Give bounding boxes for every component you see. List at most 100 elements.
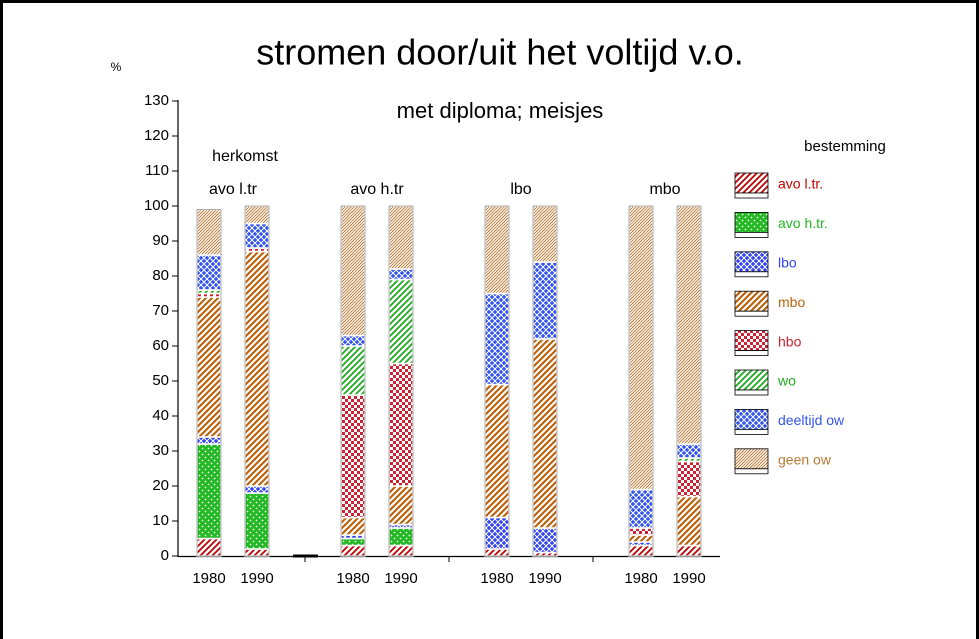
bar-segment bbox=[340, 394, 366, 519]
bar-segment bbox=[388, 268, 414, 281]
x-tick-label: 1990 bbox=[384, 570, 417, 587]
group-label: avo l.tr bbox=[209, 181, 258, 198]
legend-swatch-base bbox=[734, 468, 769, 475]
x-tick-label: 1980 bbox=[624, 570, 657, 587]
legend-swatch-base bbox=[734, 389, 769, 396]
legend-label: mbo bbox=[778, 294, 805, 310]
group-label: mbo bbox=[649, 181, 680, 198]
bar-segment bbox=[676, 460, 702, 498]
legend-title: bestemming bbox=[804, 138, 886, 155]
legend-swatch bbox=[734, 251, 769, 273]
bar-segment bbox=[244, 548, 270, 557]
bar-segment bbox=[628, 488, 654, 529]
bar-segment bbox=[196, 296, 222, 438]
legend-swatch-base bbox=[734, 192, 769, 199]
bar-segment bbox=[340, 516, 366, 536]
bar-segment bbox=[628, 527, 654, 536]
chart-title: stromen door/uit het voltijd v.o. bbox=[256, 32, 744, 73]
legend-swatch-base bbox=[734, 350, 769, 357]
subtitle: met diploma; meisjes bbox=[397, 98, 604, 123]
x-tick-label: 1990 bbox=[672, 570, 705, 587]
y-tick-label: 0 bbox=[161, 547, 169, 564]
legend-label: hbo bbox=[778, 333, 802, 349]
legend-swatch bbox=[734, 330, 769, 352]
legend-swatch bbox=[734, 408, 769, 430]
bar-outline bbox=[484, 205, 510, 557]
bar-segment bbox=[196, 443, 222, 540]
legend-label: lbo bbox=[778, 255, 797, 271]
bar-outline bbox=[196, 209, 222, 557]
y-tick-label: 10 bbox=[152, 512, 169, 529]
legend-swatch bbox=[734, 172, 769, 194]
bar-outline bbox=[676, 205, 702, 557]
legend-swatch bbox=[734, 369, 769, 391]
annotation: herkomst bbox=[212, 148, 278, 165]
x-tick-label: 1990 bbox=[528, 570, 561, 587]
y-tick-label: 120 bbox=[144, 127, 169, 144]
bar-segment bbox=[340, 544, 366, 557]
y-tick-label: 130 bbox=[144, 92, 169, 109]
bar-segment bbox=[676, 544, 702, 557]
legend-swatch-base bbox=[734, 310, 769, 317]
bar-segment bbox=[532, 527, 558, 554]
bar-segment bbox=[196, 254, 222, 291]
y-tick-label: 90 bbox=[152, 232, 169, 249]
x-tick-label: 1990 bbox=[240, 570, 273, 587]
bar-segment bbox=[244, 250, 270, 487]
bar-segment bbox=[484, 292, 510, 386]
bar-segment bbox=[388, 485, 414, 526]
bar-segment bbox=[628, 544, 654, 557]
legend-swatch bbox=[734, 211, 769, 233]
y-tick-label: 100 bbox=[144, 197, 169, 214]
bar-segment bbox=[340, 537, 366, 547]
x-tick-label: 1980 bbox=[480, 570, 513, 587]
bar-outline bbox=[244, 205, 270, 557]
bar-segment bbox=[484, 516, 510, 550]
x-tick-label: 1980 bbox=[336, 570, 369, 587]
bar-segment bbox=[388, 278, 414, 365]
bar-segment bbox=[388, 527, 414, 547]
bar-segment bbox=[388, 544, 414, 557]
y-tick-label: 60 bbox=[152, 337, 169, 354]
legend-label: deeltijd ow bbox=[778, 412, 845, 428]
bar-segment bbox=[676, 205, 702, 445]
bar-outline bbox=[388, 205, 414, 557]
y-label: % bbox=[111, 60, 122, 74]
bar-segment bbox=[484, 383, 510, 519]
y-tick-label: 50 bbox=[152, 372, 169, 389]
y-tick-label: 70 bbox=[152, 302, 169, 319]
bar-segment bbox=[532, 205, 558, 263]
bar-segment bbox=[484, 548, 510, 557]
legend-swatch-base bbox=[734, 428, 769, 435]
group-label: lbo bbox=[510, 181, 531, 198]
y-tick-label: 30 bbox=[152, 442, 169, 459]
bar-outline bbox=[532, 205, 558, 557]
bar-segment bbox=[244, 222, 270, 249]
bar-segment bbox=[628, 205, 654, 491]
legend-swatch bbox=[734, 448, 769, 470]
legend-label: avo h.tr. bbox=[778, 215, 828, 231]
bar-outline bbox=[340, 205, 366, 557]
bar-segment bbox=[196, 436, 222, 445]
bar-segment bbox=[676, 495, 702, 547]
x-tick-label: 1980 bbox=[192, 570, 225, 587]
bar-segment bbox=[244, 485, 270, 494]
legend-swatch-base bbox=[734, 231, 769, 238]
bar-segment bbox=[244, 492, 270, 550]
bar-segment bbox=[388, 205, 414, 270]
bar-segment bbox=[532, 338, 558, 529]
y-tick-label: 20 bbox=[152, 477, 169, 494]
legend-swatch bbox=[734, 290, 769, 312]
legend-swatch-base bbox=[734, 271, 769, 278]
bar-segment bbox=[340, 334, 366, 347]
bar-segment bbox=[196, 208, 222, 256]
bar-segment bbox=[628, 534, 654, 543]
bar-segment bbox=[244, 205, 270, 225]
bar-segment bbox=[196, 537, 222, 557]
bar-segment bbox=[484, 205, 510, 295]
bar-segment bbox=[532, 261, 558, 340]
bar-outline bbox=[628, 205, 654, 557]
group-label: avo h.tr bbox=[350, 181, 404, 198]
legend-label: wo bbox=[777, 373, 796, 389]
